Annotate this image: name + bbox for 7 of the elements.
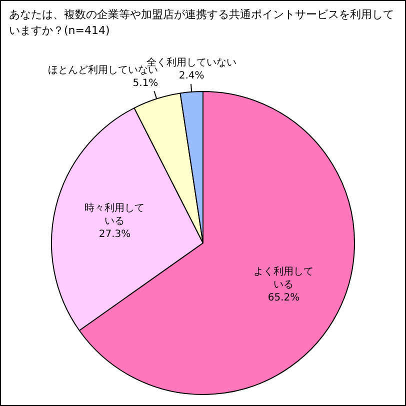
chart-title: あなたは、複数の企業等や加盟店が連携する共通ポイントサービスを利用していますか？(n=414) — [9, 7, 395, 39]
slice-label: よく利用している — [254, 265, 314, 290]
data-label: 27.3% — [98, 228, 131, 240]
slice-label: 時々利用している — [84, 202, 145, 227]
data-label: 65.2% — [268, 292, 300, 304]
data-label: 5.1% — [132, 78, 158, 90]
data-label: 2.4% — [178, 70, 204, 82]
